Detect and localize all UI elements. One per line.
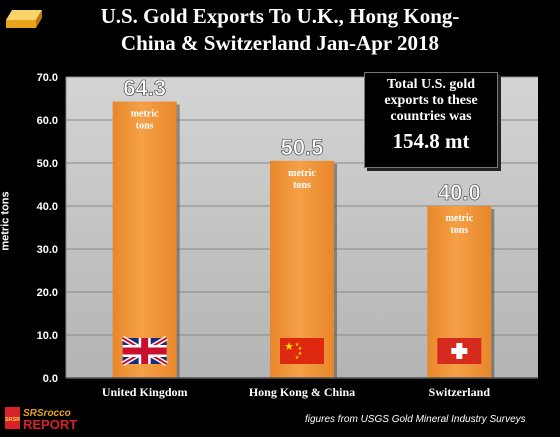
svg-text:★: ★ <box>284 340 294 353</box>
logo-line-2: REPORT <box>23 417 77 432</box>
x-tick-label: Hong Kong & China <box>249 385 355 399</box>
logo-badge-text: SRSR <box>5 417 20 423</box>
gold-bar-icon-front <box>6 20 36 28</box>
x-tick-label: United Kingdom <box>102 385 188 399</box>
swiss-flag-icon <box>437 338 482 364</box>
y-axis-label: metric tons <box>0 191 12 251</box>
bar-value-label: 40.0 <box>438 180 481 205</box>
chart-title-line-1: U.S. Gold Exports To U.K., Hong Kong- <box>100 4 460 28</box>
bar-value-label: 50.5 <box>281 135 324 160</box>
bar-unit-label: metric <box>288 168 316 179</box>
srsrocco-logo: SRSR SRSrocco REPORT <box>4 404 90 432</box>
y-tick-label: 40.0 <box>37 201 58 213</box>
chart-title-line-2: China & Switzerland Jan-Apr 2018 <box>120 31 440 55</box>
gold-bar-icon-side <box>36 10 42 28</box>
china-flag-icon: ★ ★★★★ <box>280 338 324 364</box>
x-tick-label: Switzerland <box>429 385 491 399</box>
svg-text:★: ★ <box>295 342 300 348</box>
uk-flag-icon <box>121 335 168 367</box>
y-tick-label: 10.0 <box>37 330 58 342</box>
bar-unit-label: metric <box>445 213 473 224</box>
y-tick-label: 0.0 <box>43 373 58 385</box>
y-tick-label: 70.0 <box>37 72 58 84</box>
source-footnote: figures from USGS Gold Mineral Industry … <box>305 414 526 425</box>
bar-value-label: 64.3 <box>123 76 166 101</box>
bar <box>112 101 177 378</box>
bar-unit-label: metric <box>131 109 159 120</box>
bar-unit-label: tons <box>450 225 468 236</box>
y-tick-label: 60.0 <box>37 115 58 127</box>
svg-text:★: ★ <box>295 355 300 361</box>
bar-unit-label: tons <box>293 180 311 191</box>
callout-text: Total U.S. gold exports to these countri… <box>384 77 478 124</box>
total-callout-box: Total U.S. gold exports to these countri… <box>364 72 498 168</box>
svg-text:★: ★ <box>298 346 303 352</box>
logo-line-1: SRSrocco <box>23 408 71 419</box>
svg-text:★: ★ <box>298 351 303 357</box>
y-tick-label: 50.0 <box>37 158 58 170</box>
bar-unit-label: tons <box>136 121 154 132</box>
callout-value: 154.8 mt <box>392 129 470 153</box>
y-tick-label: 30.0 <box>37 244 58 256</box>
gold-bar-icon <box>6 10 42 20</box>
y-tick-label: 20.0 <box>37 287 58 299</box>
